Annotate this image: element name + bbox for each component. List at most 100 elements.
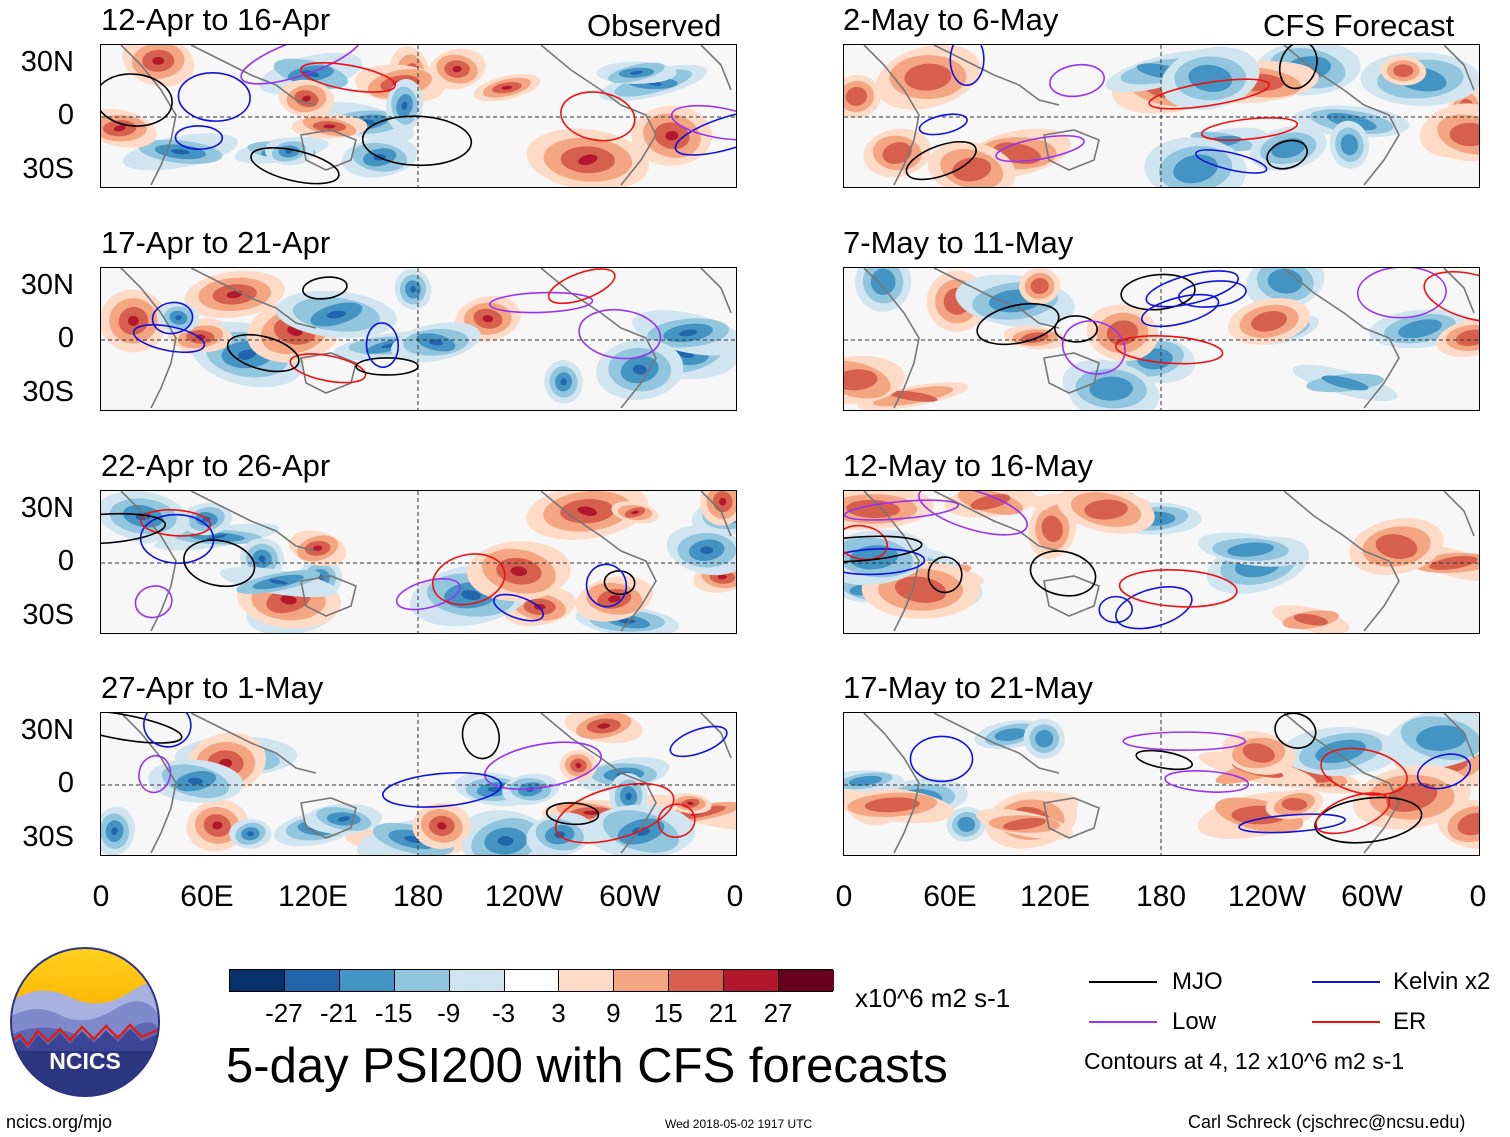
colorbar-tick-label: 3 — [551, 998, 566, 1028]
contour-line — [1115, 586, 1193, 630]
anomaly-shading — [510, 566, 528, 577]
coastline — [540, 45, 657, 186]
coastline — [1283, 45, 1400, 186]
x-tick-0-end: 0 — [726, 880, 744, 913]
map-field — [844, 268, 1479, 410]
legend-kelvin-label: Kelvin x2 — [1393, 968, 1491, 995]
anomaly-shading — [258, 555, 266, 563]
anomaly-shading — [1449, 122, 1479, 147]
anomaly-shading — [845, 86, 868, 106]
anomaly-shading — [1267, 268, 1303, 294]
map-field — [844, 45, 1479, 187]
footer-url[interactable]: ncics.org/mjo — [6, 1112, 113, 1132]
panel-title-3: 22-Apr to 26-Apr — [101, 448, 331, 483]
contour-line — [461, 713, 500, 760]
coastline — [700, 268, 732, 314]
coastline — [1443, 45, 1475, 91]
map-field — [844, 713, 1479, 855]
contour-line — [674, 109, 736, 156]
x-tick-0: 0 — [92, 880, 110, 913]
coastline — [190, 713, 317, 774]
colorbar-tick-label: 21 — [708, 998, 738, 1028]
logo-text: NCICS — [49, 1048, 121, 1074]
anomaly-shading — [952, 157, 992, 182]
anomaly-shading — [501, 85, 513, 90]
legend-low-line — [1089, 1021, 1157, 1023]
anomaly-shading — [302, 70, 320, 78]
colorbar-segment — [669, 970, 725, 991]
legend-kelvin-line — [1312, 981, 1380, 983]
contour-line — [1061, 320, 1126, 375]
x-tick-60w: 60W — [1341, 880, 1403, 913]
coastline — [1043, 129, 1100, 171]
map-panel-2 — [100, 267, 737, 411]
contour-line — [365, 322, 400, 368]
contour-line — [289, 353, 367, 384]
anomaly-shading — [630, 70, 643, 75]
contour-line — [844, 499, 960, 521]
contour-line — [493, 593, 545, 622]
contour-line — [250, 147, 340, 185]
anomaly-shading — [1251, 311, 1288, 332]
coastline — [863, 45, 920, 186]
anomaly-shading — [111, 827, 118, 836]
anomaly-shading — [583, 810, 600, 815]
anomaly-shading — [171, 149, 190, 155]
forecast-label: CFS Forecast — [1263, 8, 1455, 43]
contour-line — [101, 512, 167, 545]
contour-line — [1416, 753, 1472, 790]
coastline — [1283, 268, 1400, 409]
x-tick-120e: 120E — [277, 880, 349, 913]
colorbar-tick-label: -27 — [265, 998, 303, 1028]
coastline — [1443, 268, 1475, 314]
anomaly-shading — [302, 95, 311, 102]
x-tick-180: 180 — [1135, 880, 1187, 913]
contour-line — [1423, 271, 1479, 323]
anomaly-shading — [1321, 375, 1369, 391]
contour-line — [844, 524, 888, 561]
map-panel-7 — [843, 490, 1480, 634]
anomaly-shading — [1340, 134, 1359, 156]
anomaly-shading — [497, 836, 514, 846]
anomaly-shading — [187, 777, 204, 785]
contour-line — [174, 125, 224, 150]
coastline — [120, 268, 177, 409]
contour-line — [1274, 713, 1317, 749]
anomaly-shading — [1393, 64, 1414, 78]
anomaly-shading — [870, 268, 896, 296]
coastline — [540, 268, 657, 409]
anomaly-shading — [848, 775, 883, 786]
coastline — [863, 268, 920, 409]
x-tick-60w: 60W — [599, 880, 661, 913]
anomaly-shading — [1375, 534, 1418, 559]
contour-line — [1114, 335, 1224, 365]
anomaly-shading — [687, 801, 694, 806]
contour-line — [918, 491, 1028, 536]
y-tick-eq: 0 — [57, 99, 74, 131]
contour-line — [949, 45, 985, 87]
map-panel-6 — [843, 267, 1480, 411]
anomaly-shading — [482, 315, 494, 323]
contour-line — [431, 553, 506, 606]
y-tick-eq: 0 — [57, 322, 74, 354]
contour-line — [918, 113, 968, 136]
map-field — [101, 45, 736, 187]
colorbar-tick-label: 27 — [763, 998, 793, 1028]
contour-line — [545, 802, 600, 826]
x-tick-60e: 60E — [923, 880, 977, 913]
coastline — [120, 45, 177, 186]
anomaly-shading — [1456, 329, 1479, 347]
x-tick-60e: 60E — [180, 880, 234, 913]
contour-line — [1200, 117, 1299, 141]
contour-line — [1098, 595, 1133, 624]
y-tick-30n: 30N — [20, 269, 74, 301]
coastline — [120, 713, 177, 854]
coastline — [300, 129, 357, 171]
coastline — [540, 491, 657, 632]
coastline — [190, 268, 317, 329]
anomaly-shading — [452, 65, 462, 73]
anomaly-shading — [904, 63, 952, 91]
contour-line — [101, 73, 173, 127]
contour-line — [1054, 315, 1098, 343]
colorbar-labels: -27 -21 -15 -9 -3 3 9 15 21 27 — [0, 998, 792, 1028]
